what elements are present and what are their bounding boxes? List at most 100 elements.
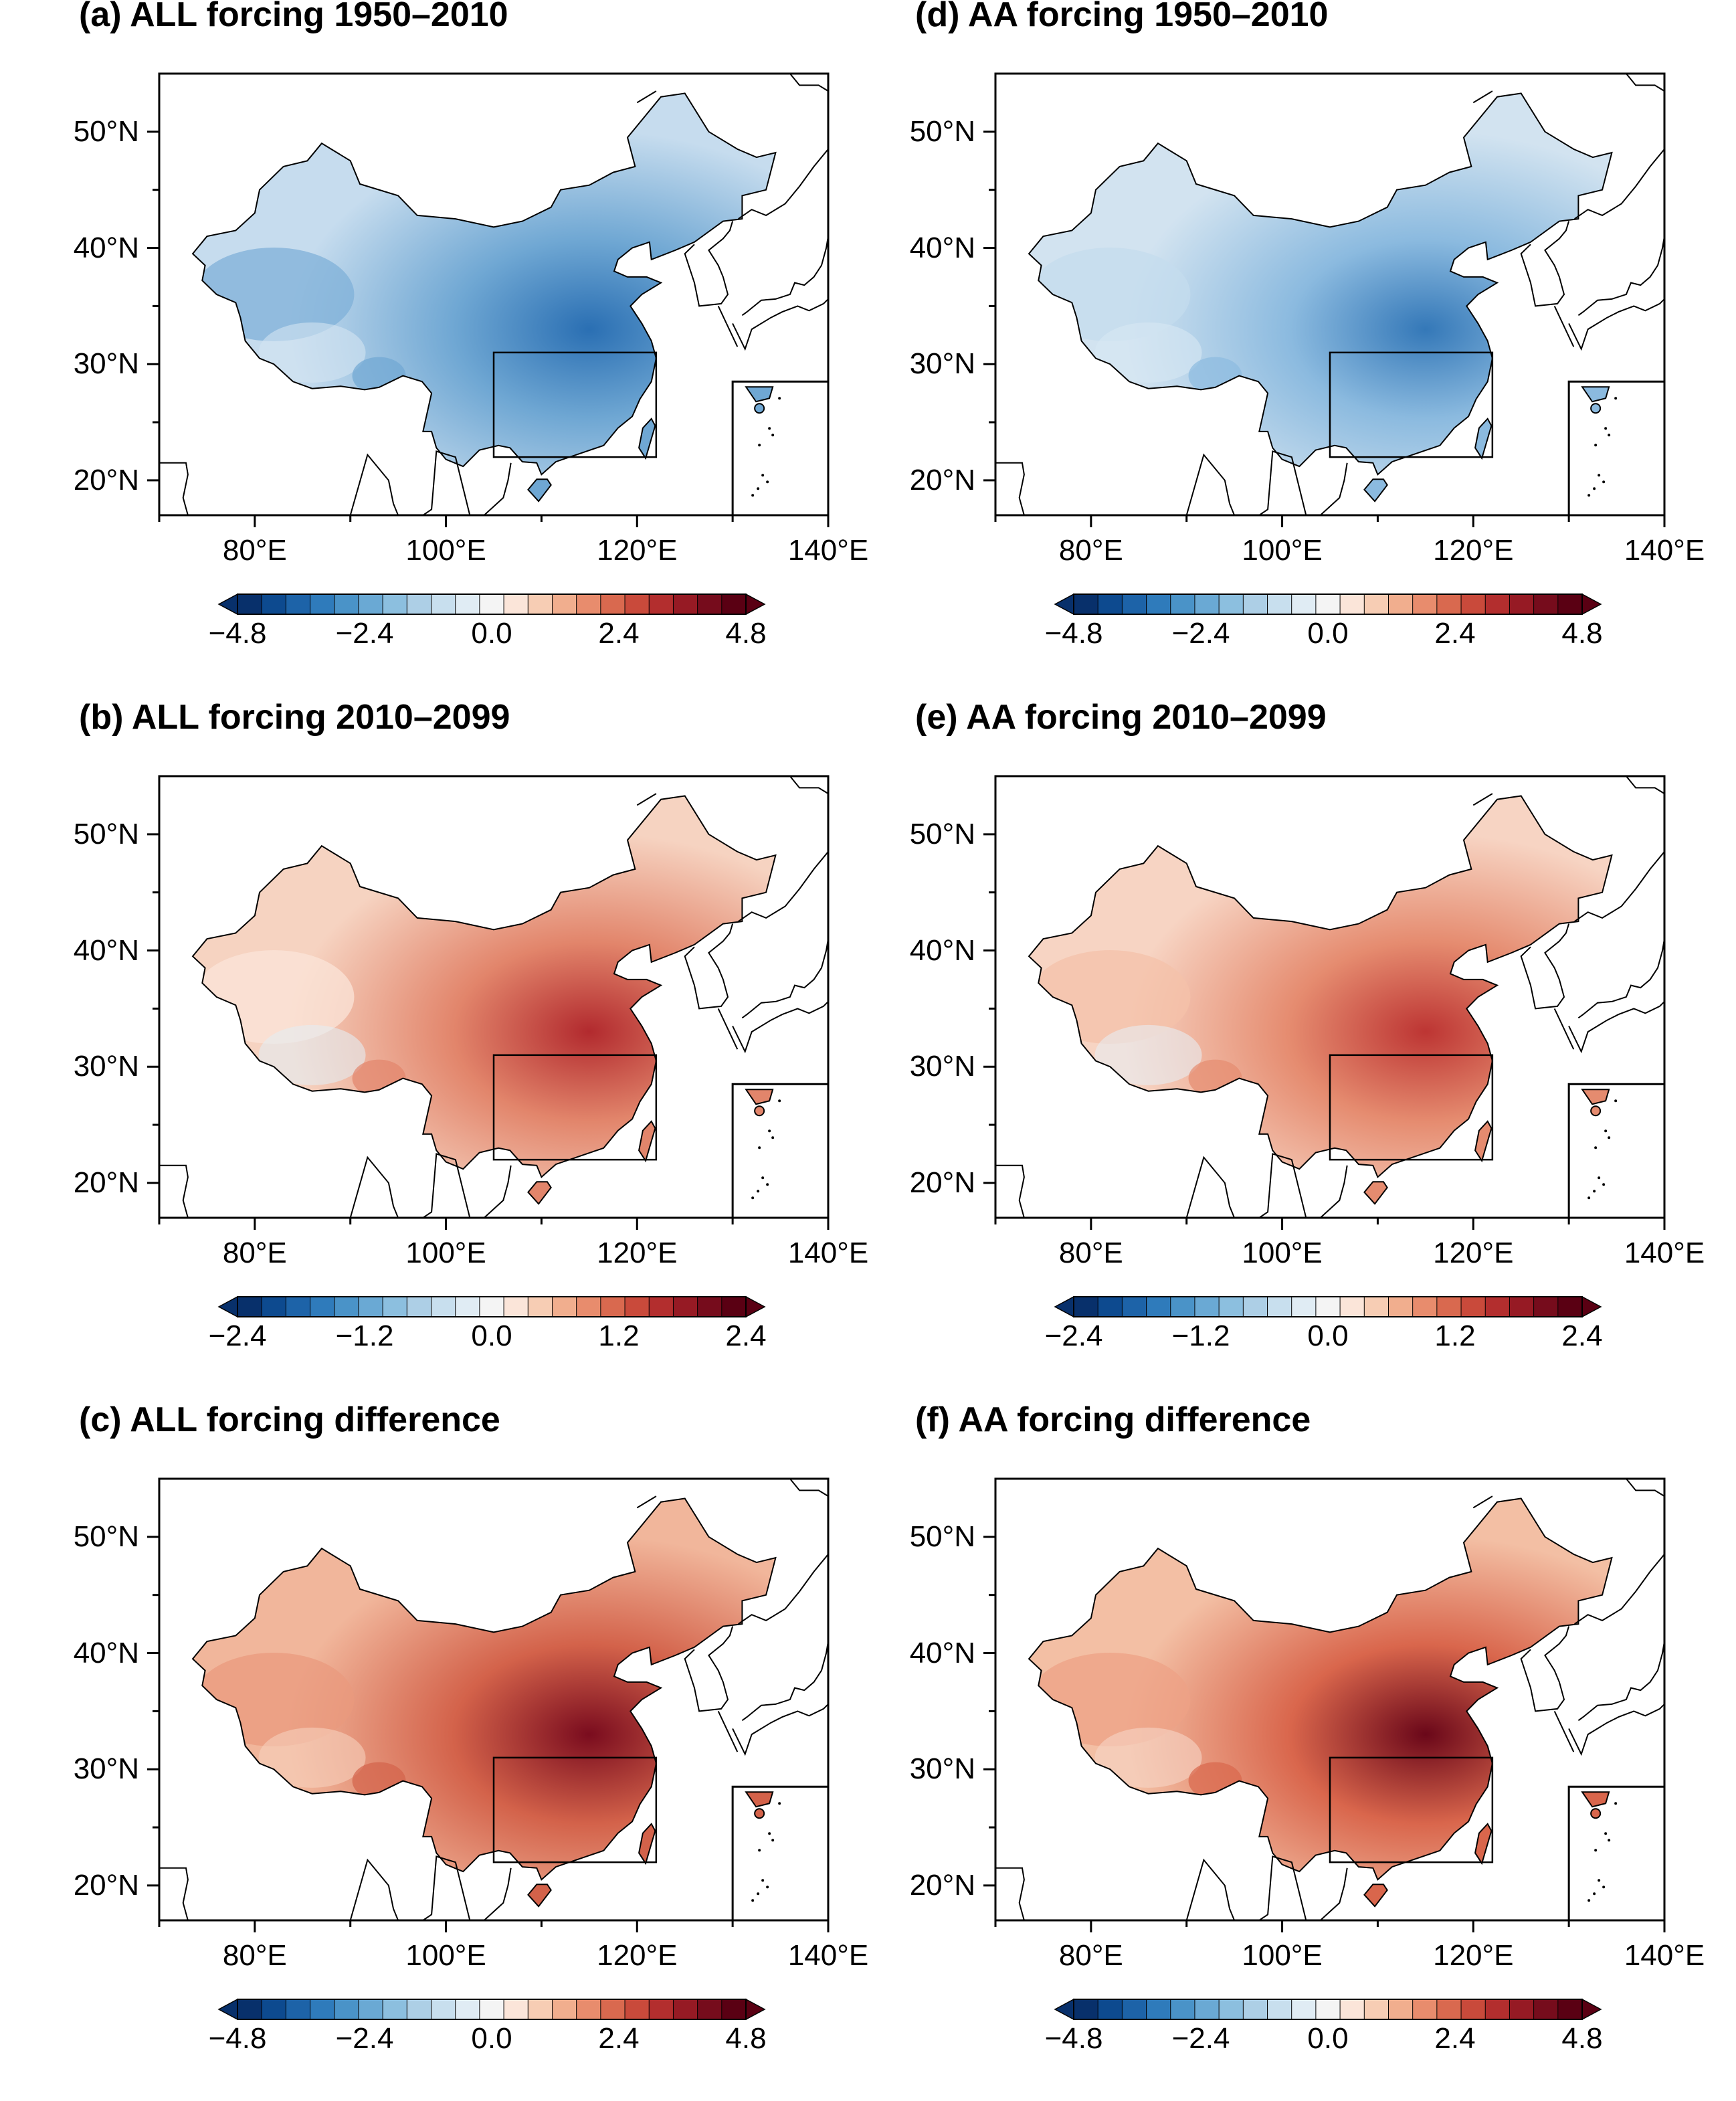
coastline — [717, 1710, 739, 1752]
coastline — [789, 776, 828, 794]
colorbar-label: 0.0 — [1307, 1319, 1349, 1352]
lat-label: 30°N — [73, 1050, 139, 1083]
lat-label: 20°N — [73, 1166, 139, 1199]
lon-label: 140°E — [787, 1237, 869, 1269]
coastline — [1520, 221, 1570, 307]
china-outline — [1028, 92, 1613, 476]
colorbar-label: 4.8 — [725, 2022, 767, 2055]
region-box — [492, 351, 658, 458]
china-outline — [191, 1497, 777, 1881]
panel-title: (b) ALL forcing 2010–2099 — [79, 698, 510, 737]
coastline — [1626, 776, 1664, 794]
lat-label: 30°N — [73, 347, 139, 381]
region-box — [1329, 1756, 1494, 1863]
lon-label: 140°E — [1624, 1939, 1705, 1972]
lat-label: 20°N — [73, 1868, 139, 1902]
coastline — [741, 1641, 828, 1722]
lon-label: 140°E — [1624, 1237, 1705, 1269]
colorbar — [217, 593, 766, 616]
coastline — [422, 1153, 471, 1218]
colorbar-label: 1.2 — [598, 1319, 640, 1352]
scs-inset — [731, 1785, 830, 1922]
coastline — [1472, 1495, 1493, 1509]
lon-label: 140°E — [787, 534, 869, 567]
coastline — [422, 1855, 471, 1920]
colorbar-label: 2.4 — [725, 1319, 767, 1352]
lon-label: 100°E — [405, 534, 486, 567]
coastline — [995, 1164, 1025, 1218]
coastline — [1320, 1165, 1348, 1218]
panel-c: (c) ALL forcing difference 50°N 40°N 30°N 20… — [0, 1400, 868, 2101]
lon-label: 120°E — [1433, 1237, 1514, 1269]
hainan-outline — [1363, 478, 1388, 503]
coastline — [484, 462, 512, 515]
lon-label: 140°E — [787, 1939, 869, 1972]
coastlines — [159, 1479, 828, 1920]
coastline — [1520, 923, 1570, 1010]
china-outline — [1028, 1497, 1613, 1881]
coastline — [484, 1867, 512, 1920]
coastline — [1574, 851, 1664, 922]
lat-label: 20°N — [909, 1166, 975, 1199]
coastline — [741, 236, 828, 316]
map-svg — [983, 1477, 1666, 1932]
coastline — [159, 462, 189, 515]
coastline — [1626, 1479, 1664, 1497]
lon-label: 120°E — [1433, 534, 1514, 567]
map-frame — [158, 1477, 830, 1922]
lat-label: 40°N — [73, 1636, 139, 1669]
coastlines — [995, 776, 1664, 1218]
lat-label: 30°N — [909, 1752, 975, 1786]
lon-label: 80°E — [1058, 1939, 1123, 1972]
lon-label: 80°E — [222, 1237, 287, 1269]
scs-inset — [1567, 1785, 1666, 1922]
map-frame — [994, 775, 1666, 1219]
lon-label: 120°E — [597, 534, 678, 567]
coastline — [684, 923, 734, 1010]
panel-title: (d) AA forcing 1950–2010 — [915, 0, 1329, 34]
region-box — [492, 1756, 658, 1863]
colorbar-label: −2.4 — [1044, 1319, 1103, 1352]
lon-label: 100°E — [1242, 1237, 1323, 1269]
lat-label: 50°N — [909, 817, 975, 850]
coastline — [789, 74, 828, 92]
panel-d: (d) AA forcing 1950–2010 50°N 40°N 30°N 20°N… — [836, 0, 1705, 696]
coastline — [1577, 1641, 1664, 1722]
coastline — [636, 90, 657, 104]
lat-label: 40°N — [909, 231, 975, 264]
map-svg — [983, 775, 1666, 1230]
lat-label: 40°N — [73, 933, 139, 967]
lat-label: 20°N — [73, 463, 139, 496]
colorbar-label: 4.8 — [1561, 617, 1603, 650]
scs-inset — [731, 380, 830, 517]
region-box — [1329, 351, 1494, 458]
lat-label: 40°N — [909, 1636, 975, 1669]
colorbar-label: −4.8 — [1044, 2022, 1103, 2055]
hainan-outline — [527, 478, 552, 503]
coastline — [738, 149, 828, 219]
scs-inset — [731, 1083, 830, 1219]
panel-title: (a) ALL forcing 1950–2010 — [79, 0, 508, 34]
lon-label: 80°E — [1058, 1237, 1123, 1269]
china-outline — [191, 92, 777, 476]
lon-label: 120°E — [597, 1237, 678, 1269]
coastline — [349, 1858, 399, 1920]
lon-label: 80°E — [222, 1939, 287, 1972]
lat-label: 50°N — [73, 1520, 139, 1553]
scs-inset — [1567, 1083, 1666, 1219]
colorbar-label: 0.0 — [471, 617, 512, 650]
coastline — [1520, 1626, 1570, 1712]
coastline — [741, 939, 828, 1019]
coastline — [1185, 1156, 1236, 1218]
scs-inset — [1567, 380, 1666, 517]
colorbar — [1054, 593, 1602, 616]
coastline — [349, 1156, 399, 1218]
panel-title: (f) AA forcing difference — [915, 1400, 1311, 1439]
colorbar-label: −4.8 — [208, 2022, 267, 2055]
lon-label: 140°E — [1624, 534, 1705, 567]
coastline — [1574, 149, 1664, 219]
panel-title: (c) ALL forcing difference — [79, 1400, 500, 1439]
coastline — [995, 1867, 1025, 1920]
colorbar-label: 4.8 — [725, 617, 767, 650]
coastline — [1553, 1710, 1575, 1752]
